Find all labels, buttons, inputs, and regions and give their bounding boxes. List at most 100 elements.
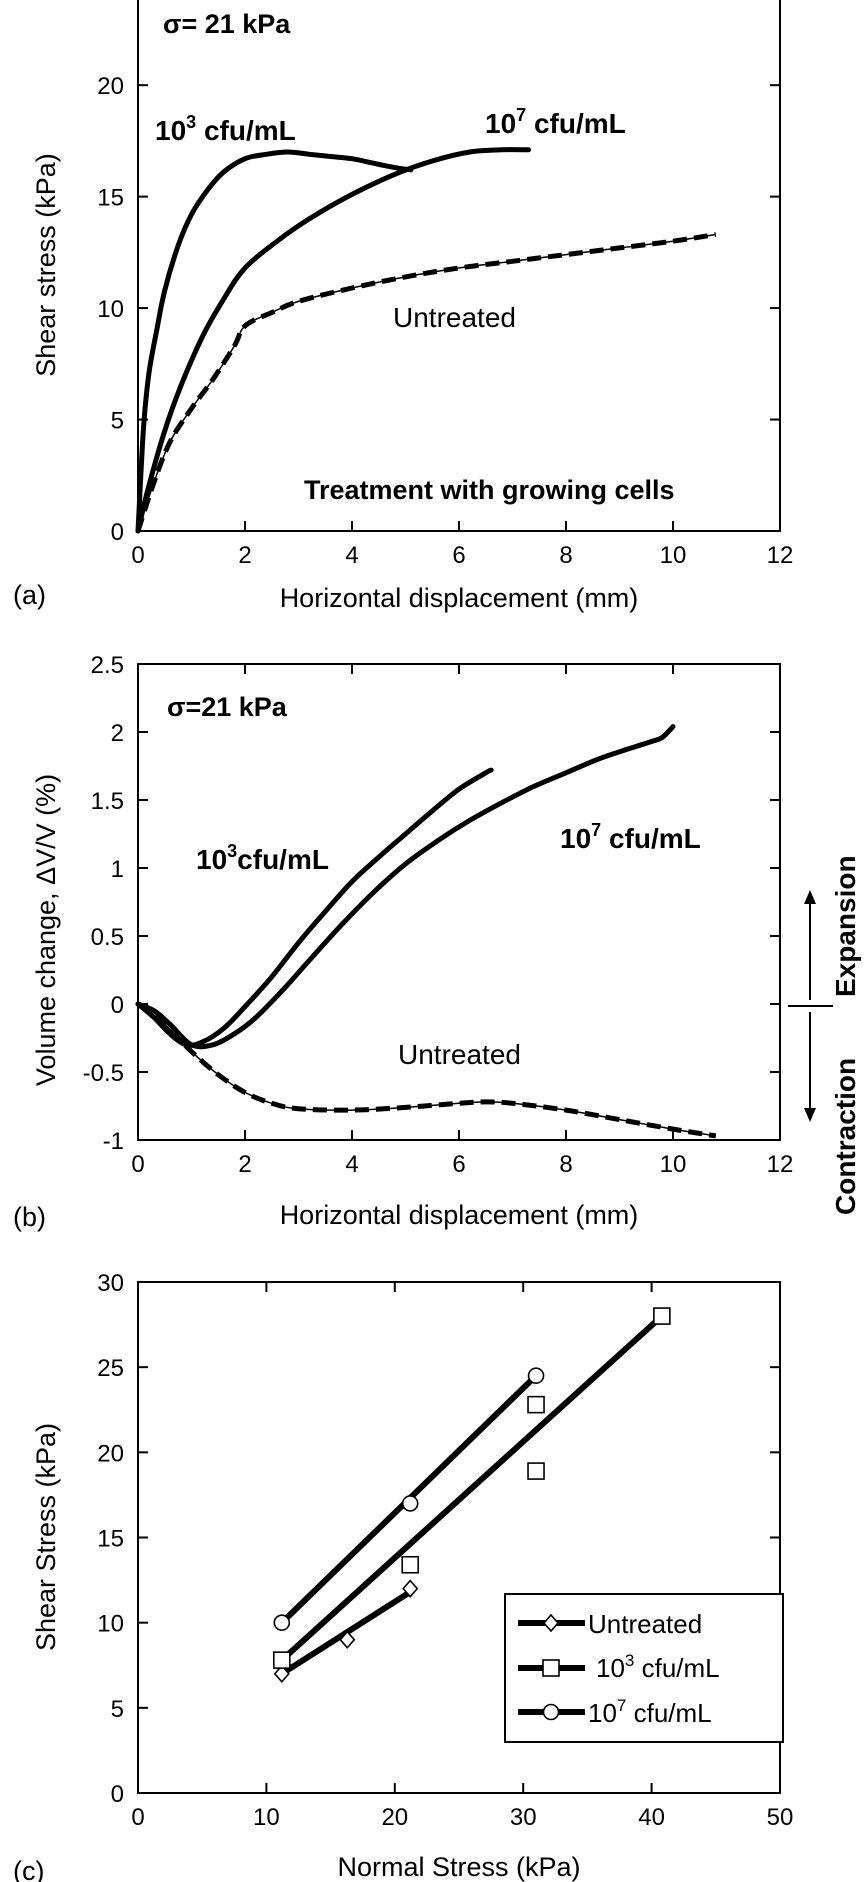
- panel-b-x-tick-label: 6: [452, 1151, 465, 1178]
- panel-b-y-tick-label: -1: [103, 1128, 124, 1155]
- legend-label-10e7: 107 cfu/mL: [588, 1696, 712, 1728]
- panel-a-shear-stress-chart: 0 2 4 6 8 10 12 0 5 10 15 20 σ= 21 kPa 103 cfu/mL 1…: [13, 0, 793, 613]
- panel-b-y-axis-label: Volume change, ΔV/V (%): [31, 774, 61, 1086]
- expansion-arrowhead: [804, 890, 816, 904]
- panel-c-y-tick-label: 10: [97, 1611, 124, 1638]
- panel-b-label-untreated: Untreated: [398, 1039, 521, 1070]
- panel-c-y-tick-label: 5: [111, 1696, 124, 1723]
- legend-marker-107: [542, 1703, 560, 1721]
- legend-rows: [518, 1613, 585, 1721]
- expansion-label: Expansion: [830, 855, 861, 997]
- panel-a-tick-labels: 0 2 4 6 8 10 12 0 5 10 15 20: [97, 73, 793, 569]
- panel-c-point-107: [273, 1614, 291, 1631]
- panel-a-normal-stress-label: σ= 21 kPa: [163, 9, 291, 39]
- panel-a-y-tick-label: 5: [111, 408, 124, 435]
- panel-b-x-tick-label: 2: [238, 1151, 251, 1178]
- panel-b-normal-stress-label: σ=21 kPa: [167, 692, 288, 722]
- panel-b-x-tick-label: 10: [660, 1151, 687, 1178]
- panel-c-y-axis-label: Shear Stress (kPa): [31, 1423, 61, 1651]
- panel-a-ticks: [137, 84, 781, 532]
- panel-b-x-tick-label: 4: [345, 1151, 358, 1178]
- panel-b-y-tick-label: 1.5: [91, 788, 124, 815]
- panel-b-series: [135, 724, 717, 1139]
- panel-c-point-103: [527, 1462, 545, 1480]
- panel-b-series-103: [135, 767, 494, 1048]
- panel-a-x-axis-label: Horizontal displacement (mm): [280, 583, 639, 613]
- panel-b-x-tick-label: 0: [131, 1151, 144, 1178]
- panel-b-series-107: [135, 724, 676, 1050]
- panel-b-x-tick-label: 8: [559, 1151, 572, 1178]
- panel-a-id: (a): [13, 580, 46, 610]
- panel-a-x-tick-label: 2: [238, 542, 251, 569]
- panel-c-x-tick-label: 10: [253, 1804, 280, 1831]
- panel-b-x-tick-label: 12: [767, 1151, 794, 1178]
- panel-c-point-untreated: [273, 1664, 290, 1683]
- panel-c-x-tick-label: 50: [767, 1804, 794, 1831]
- legend-marker-103: [542, 1659, 560, 1677]
- panel-a-series-107: [135, 147, 531, 534]
- panel-c-fit-103: [279, 1313, 664, 1663]
- panel-b-y-tick-label: 0.5: [91, 924, 124, 951]
- panel-c-markers: [273, 1307, 671, 1683]
- contraction-label: Contraction: [830, 1058, 861, 1215]
- legend-marker-untreated: [542, 1613, 560, 1633]
- panel-b-y-tick-label: -0.5: [83, 1060, 124, 1087]
- panel-b-y-tick-label: 0: [111, 992, 124, 1019]
- panel-c-point-103: [653, 1307, 671, 1325]
- panel-b-y-tick-label: 1: [111, 856, 124, 883]
- panel-a-series-untreated: [135, 232, 717, 532]
- panel-a-y-tick-label: 20: [97, 73, 124, 100]
- panel-a-series-103: [135, 149, 414, 534]
- panel-c-legend: Untreated 103 cfu/mL 107 cfu/mL: [504, 1593, 784, 1743]
- panel-b-y-tick-label: 2: [111, 720, 124, 747]
- panel-a-x-tick-label: 10: [660, 542, 687, 569]
- panel-c-y-tick-label: 0: [111, 1781, 124, 1808]
- panel-b-ticks: [137, 663, 781, 1141]
- legend-label-10e3: 103 cfu/mL: [596, 1651, 720, 1683]
- panel-c-x-tick-label: 20: [381, 1804, 408, 1831]
- panel-c-y-tick-label: 30: [97, 1270, 124, 1297]
- panel-b-label-10e7: 107 cfu/mL: [560, 820, 701, 854]
- panel-c-x-axis-label: Normal Stress (kPa): [337, 1852, 580, 1882]
- panel-c-point-untreated: [339, 1630, 356, 1649]
- panel-c-x-tick-label: 0: [131, 1804, 144, 1831]
- panel-c-x-tick-label: 40: [638, 1804, 665, 1831]
- panel-c-point-103: [401, 1555, 420, 1574]
- panel-b-id: (b): [13, 1202, 46, 1232]
- panel-a-frame: [137, 0, 781, 532]
- panel-c-x-tick-label: 30: [510, 1804, 537, 1831]
- contraction-arrowhead: [804, 1108, 816, 1122]
- panel-a-label-10e7: 107 cfu/mL: [485, 105, 626, 139]
- panel-a-y-tick-label: 0: [111, 519, 124, 546]
- panel-c-tick-labels: 0 10 20 30 40 50 0 5 10 15 20 25 30: [97, 1270, 793, 1831]
- panel-a-y-tick-label: 15: [97, 185, 124, 212]
- panel-b-y-tick-label: 2.5: [91, 652, 124, 679]
- panel-a-x-tick-label: 6: [452, 542, 465, 569]
- panel-a-y-tick-label: 10: [97, 296, 124, 323]
- panel-c-failure-envelope-chart: 0 10 20 30 40 50 0 5 10 15 20 25 30 Untreated 103 cf…: [13, 1270, 793, 1882]
- panel-a-label-10e3: 103 cfu/mL: [155, 112, 296, 146]
- panel-c-y-tick-label: 25: [97, 1355, 124, 1382]
- panel-a-y-axis-label: Shear stress (kPa): [31, 153, 61, 377]
- panel-a-x-tick-label: 12: [767, 542, 794, 569]
- panel-c-id: (c): [13, 1856, 44, 1882]
- legend-label-untreated: Untreated: [588, 1609, 702, 1639]
- panel-a-treatment-note: Treatment with growing cells: [304, 475, 675, 505]
- panel-a-label-untreated: Untreated: [393, 302, 516, 333]
- panel-b-series-untreated: [136, 1001, 717, 1139]
- panel-c-point-107: [527, 1367, 545, 1384]
- panel-a-x-tick-label: 4: [345, 542, 358, 569]
- panel-a-x-tick-label: 0: [131, 542, 144, 569]
- panel-b-volume-change-chart: 0 2 4 6 8 10 12 -1 -0.5 0 0.5 1 1.5 2 2.5 σ=21 kPa 103…: [13, 652, 861, 1232]
- panel-b-x-axis-label: Horizontal displacement (mm): [280, 1200, 639, 1230]
- panel-c-point-103: [273, 1651, 291, 1669]
- panel-b-tick-labels: 0 2 4 6 8 10 12 -1 -0.5 0 0.5 1 1.5 2 2.5: [83, 652, 794, 1178]
- panel-c-point-untreated: [402, 1579, 419, 1598]
- panel-a-x-tick-label: 8: [559, 542, 572, 569]
- panel-c-y-tick-label: 20: [97, 1440, 124, 1467]
- panel-c-y-tick-label: 15: [97, 1526, 124, 1553]
- panel-c-point-103: [527, 1395, 545, 1414]
- panel-c-point-107: [401, 1495, 419, 1512]
- panel-b-label-10e3: 103cfu/mL: [196, 841, 329, 875]
